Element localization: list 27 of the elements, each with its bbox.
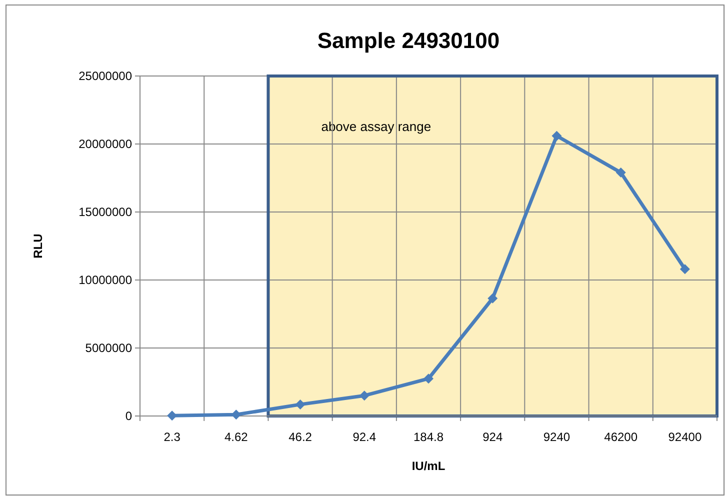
point	[552, 130, 562, 141]
y-tick-label: 20000000	[78, 137, 132, 152]
y-tick-label: 15000000	[78, 205, 132, 220]
y-tick-label: 10000000	[78, 273, 132, 288]
point	[295, 399, 306, 410]
x-tick-label: 92.4	[352, 430, 376, 444]
x-tick-label: 184.8	[413, 430, 444, 444]
y-tick-label: 25000000	[78, 69, 132, 84]
point	[424, 374, 434, 384]
point	[359, 390, 370, 401]
point	[680, 264, 690, 274]
point	[616, 168, 626, 178]
x-tick-label: 924	[482, 430, 503, 444]
y-axis-title: RLU	[31, 234, 45, 258]
x-tick-label: 46200	[604, 430, 638, 444]
point	[231, 410, 242, 420]
point	[488, 293, 498, 304]
y-tick-label: 5000000	[85, 341, 132, 356]
chart-title: Sample 24930100	[317, 28, 500, 53]
y-tick-label: 0	[125, 409, 132, 424]
x-axis-title: IU/mL	[412, 459, 446, 473]
band-label: above assay range	[321, 119, 432, 134]
x-tick-label: 2.3	[164, 430, 181, 444]
x-tick-label: 46.2	[288, 430, 312, 444]
x-tick-label: 4.62	[224, 430, 248, 444]
x-tick-label: 92400	[668, 430, 702, 444]
x-tick-label: 9240	[543, 430, 570, 444]
